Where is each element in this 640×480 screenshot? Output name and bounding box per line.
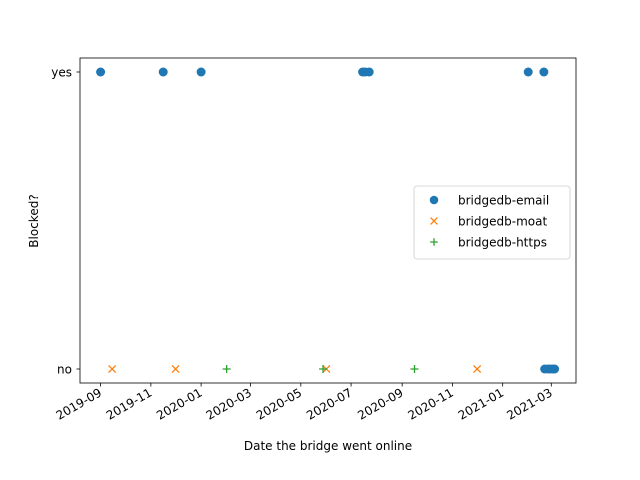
legend-entry: bridgedb-email xyxy=(429,194,549,208)
plot-area xyxy=(79,57,577,384)
x-tick-label: 2020-05 xyxy=(254,385,304,422)
legend-entry: bridgedb-https xyxy=(430,236,547,250)
x-tick-label: 2019-09 xyxy=(54,385,104,422)
y-axis-ticks: no yes xyxy=(51,66,80,377)
x-axis-ticks: 2019-09 2019-11 2020-01 2020-03 2020-05 2020-… xyxy=(54,383,555,423)
data-point xyxy=(171,364,180,374)
data-point xyxy=(473,364,482,374)
data-point xyxy=(158,67,168,77)
y-tick-label: no xyxy=(57,363,72,377)
series-bridgedb-https xyxy=(222,365,419,373)
x-tick-label: 2020-09 xyxy=(355,385,405,422)
data-point xyxy=(539,67,549,77)
data-point xyxy=(364,67,374,77)
legend-label: bridgedb-https xyxy=(458,236,547,250)
legend-entry: bridgedb-moat xyxy=(430,215,547,229)
x-tick-label: 2021-01 xyxy=(456,385,506,422)
data-point xyxy=(550,364,560,374)
x-tick-label: 2020-11 xyxy=(405,385,455,422)
y-axis-label: Blocked? xyxy=(27,194,41,247)
data-point xyxy=(319,365,328,373)
data-points xyxy=(96,67,560,374)
x-tick-label: 2020-07 xyxy=(304,385,354,422)
data-point xyxy=(108,364,117,374)
x-tick-label: 2020-03 xyxy=(204,385,254,422)
data-point xyxy=(222,365,231,373)
legend-label: bridgedb-moat xyxy=(458,215,547,229)
data-point xyxy=(410,365,419,373)
x-tick-label: 2021-03 xyxy=(504,385,554,422)
legend: bridgedb-email bridgedb-moat bridgedb-http… xyxy=(413,185,571,260)
legend-frame xyxy=(413,185,571,260)
series-bridgedb-email xyxy=(96,67,560,374)
data-point xyxy=(96,67,106,77)
data-point xyxy=(523,67,533,77)
axes-frame xyxy=(79,57,577,384)
x-tick-label: 2019-11 xyxy=(104,385,154,422)
x-axis-label: Date the bridge went online xyxy=(244,439,412,453)
y-tick-label: yes xyxy=(51,66,72,80)
data-point xyxy=(196,67,206,77)
x-tick-label: 2020-01 xyxy=(154,385,204,422)
series-bridgedb-moat xyxy=(108,364,482,374)
legend-label: bridgedb-email xyxy=(458,194,549,208)
